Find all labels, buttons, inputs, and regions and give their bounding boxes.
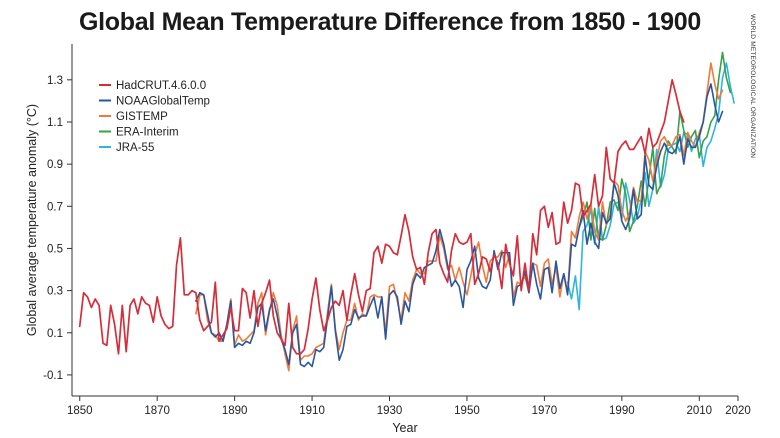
x-tick-label: 1890: [222, 405, 248, 417]
y-tick-label: 0.3: [47, 286, 63, 298]
series-lines: [78, 51, 735, 372]
x-tick-label: 2020: [725, 405, 751, 417]
x-tick-label: 1970: [532, 405, 558, 417]
y-axis-title: Global average temperature anomaly (°C): [25, 104, 39, 336]
x-tick-label: 1950: [454, 405, 480, 417]
legend-label: ERA-Interim: [116, 127, 179, 139]
legend-label: GISTEMP: [116, 111, 168, 123]
x-tick-label: 1850: [67, 405, 93, 417]
chart-title: Global Mean Temperature Difference from …: [79, 8, 701, 36]
legend-label: HadCRUT.4.6.0.0: [116, 80, 206, 92]
series-line-hadcrut-4-6-0-0: [78, 78, 685, 355]
series-line-jra-55: [566, 62, 735, 311]
series-line-noaaglobaltemp: [195, 83, 724, 368]
x-tick-label: 1930: [377, 405, 403, 417]
x-axis-title: Year: [392, 421, 417, 435]
legend-label: JRA-55: [116, 142, 154, 154]
legend: HadCRUT.4.6.0.0 NOAAGlobalTemp GISTEMP ERA-…: [99, 80, 210, 154]
tick-labels: 1850 1870 1890 1910 1930 1950 1970 1990 2010 2020…: [43, 75, 751, 417]
x-tick-label: 1990: [609, 405, 635, 417]
legend-label: NOAAGlobalTemp: [116, 96, 210, 108]
x-tick-label: 1910: [299, 405, 325, 417]
x-tick-label: 2010: [686, 405, 712, 417]
y-tick-label: -0.1: [43, 370, 63, 382]
y-tick-label: 1.3: [47, 75, 63, 87]
y-tick-label: 0.7: [47, 201, 63, 213]
y-tick-label: 0.1: [47, 328, 63, 340]
y-tick-label: 0.9: [47, 159, 63, 171]
y-tick-label: 0.5: [47, 243, 63, 255]
x-tick-label: 1870: [144, 405, 170, 417]
y-tick-label: 1.1: [47, 117, 63, 129]
axes: [71, 44, 738, 397]
